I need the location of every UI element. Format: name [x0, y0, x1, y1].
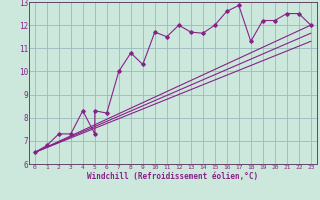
X-axis label: Windchill (Refroidissement éolien,°C): Windchill (Refroidissement éolien,°C) [87, 172, 258, 181]
